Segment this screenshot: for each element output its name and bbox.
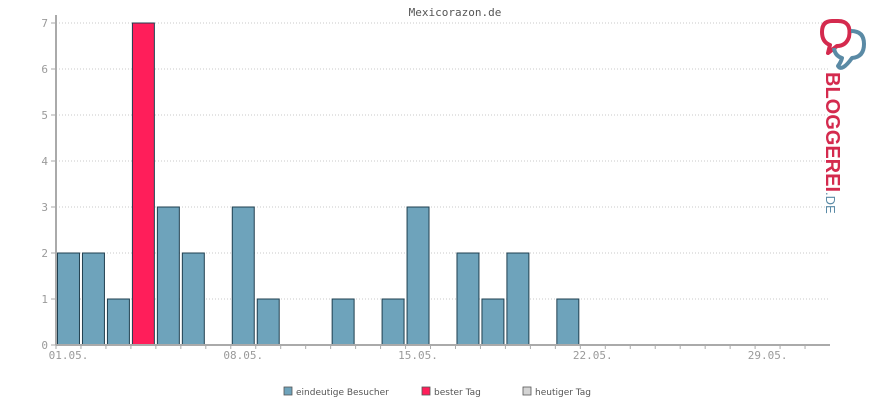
bar [256,298,280,346]
legend-swatch [283,386,293,396]
y-tick-label: 0 [41,339,48,352]
x-tick-label: 15.05. [398,349,438,362]
legend-label: bester Tag [434,388,481,398]
bar [506,252,530,346]
chart-title: Mexicorazon.de [409,6,502,19]
bar [406,206,430,346]
bar [156,206,180,346]
bar [57,252,80,346]
bar [381,298,405,346]
legend-label: heutiger Tag [535,388,591,398]
y-tick-label: 1 [41,293,48,306]
x-tick-labels: 01.05. 08.05. 15.05. 22.05. 29.05. [49,345,806,362]
bloggerei-logo: BLOGGEREI.DE [820,19,866,214]
y-tick-label: 3 [41,201,48,214]
x-tick-label: 22.05. [573,349,613,362]
legend-swatch [522,386,532,396]
x-tick-label: 01.05. [49,349,89,362]
logo-text: BLOGGEREI.DE [821,72,843,214]
y-tick-label: 4 [41,155,48,168]
x-tick-label: 29.05. [748,349,788,362]
logo-text-suffix: .DE [823,192,838,214]
bars [57,22,580,346]
legend-item: heutiger Tag [522,386,591,398]
y-tick-label: 6 [41,63,48,76]
y-tick-label: 5 [41,109,48,122]
legend-swatch [421,386,431,396]
legend-item: eindeutige Besucher [283,386,389,398]
logo-speech-bubbles-icon [820,19,866,70]
bar [456,252,480,346]
bar [181,252,205,346]
legend: eindeutige Besucher bester Tag heutiger Ta… [283,386,591,398]
y-tick-label: 2 [41,247,48,260]
bar [81,252,105,346]
logo-text-main: BLOGGEREI [821,72,843,192]
legend-item: bester Tag [421,386,481,398]
bar [331,298,355,346]
bar [481,298,505,346]
bar [131,22,155,346]
bar [556,298,580,346]
y-tick-labels: 0 1 2 3 4 5 6 7 [41,17,56,352]
legend-label: eindeutige Besucher [296,388,389,398]
bar [106,298,130,346]
y-tick-label: 7 [41,17,48,30]
x-tick-label: 08.05. [223,349,263,362]
bar [231,206,255,346]
axes [55,15,830,346]
